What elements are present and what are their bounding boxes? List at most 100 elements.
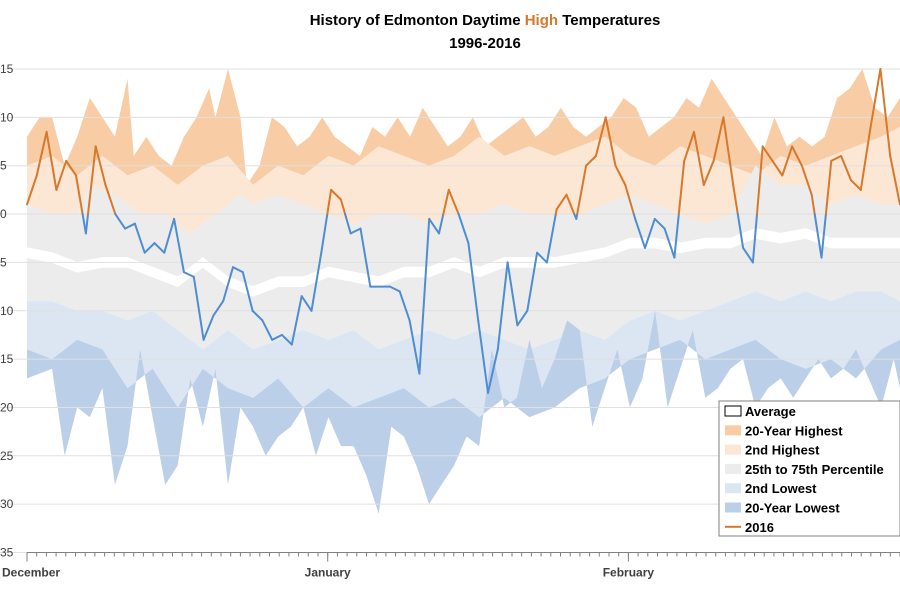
legend-label: 25th to 75th Percentile (745, 462, 884, 477)
line-2016-segment (677, 159, 686, 216)
line-2016-segment (408, 319, 421, 375)
title-highlight: High (525, 12, 558, 29)
line-2016-segment (644, 217, 656, 249)
temperature-bands (27, 69, 900, 514)
y-tick-label: 30 (0, 497, 14, 511)
line-2016-segment (261, 319, 274, 341)
line-2016-segment (800, 164, 813, 196)
legend-swatch (724, 405, 742, 417)
line-2016-segment (742, 246, 754, 264)
line-2016-segment (732, 184, 739, 216)
x-axis: December January February (2, 552, 900, 580)
y-axis: 15 10 5 0 5 10 15 20 25 30 35 (0, 62, 14, 560)
line-2016-segment (702, 159, 715, 186)
line-2016-segment (281, 333, 293, 346)
line-2016-segment (447, 188, 460, 216)
y-tick-label: 10 (0, 110, 14, 124)
line-2016-segment (330, 188, 342, 201)
line-2016-segment (202, 314, 215, 341)
legend-swatch (725, 463, 741, 474)
y-tick-label: 5 (0, 159, 7, 173)
line-2016-segment (693, 130, 705, 186)
line-2016-segment (114, 213, 127, 230)
line-2016-segment (467, 242, 480, 322)
band-2nd-highest (27, 127, 900, 234)
line-2016-segment (438, 213, 445, 235)
line-2016-segment (506, 261, 519, 327)
line-2016-segment (565, 193, 576, 216)
legend-swatch (725, 502, 741, 513)
line-2016-segment (791, 145, 803, 167)
line-2016-segment (477, 319, 489, 394)
line-2016-segment (133, 222, 146, 254)
line-2016-segment (487, 348, 499, 394)
line-2016-segment (349, 227, 362, 235)
line-2016-segment (398, 290, 411, 322)
title-prefix: History of Edmonton Daytime (310, 12, 525, 29)
line-2016-segment (55, 159, 68, 191)
line-2016-segment (594, 116, 607, 157)
band-25th-75th-percentile (27, 165, 900, 350)
line-2016-segment (84, 213, 89, 235)
line-2016-segment (104, 184, 117, 216)
line-2016-segment (869, 68, 882, 128)
legend: Average 20-Year Highest 2nd Highest 25th to… (718, 400, 900, 537)
line-2016-segment (604, 116, 617, 167)
line-2016-segment (576, 164, 588, 216)
line-2016-segment (771, 159, 784, 177)
line-2016-segment (359, 227, 372, 288)
line-2016-segment (388, 285, 401, 293)
line-2016-segment (241, 271, 254, 312)
legend-label: 2nd Lowest (745, 481, 817, 496)
line-2016-segment (781, 145, 794, 177)
line-2016-segment (232, 266, 244, 274)
legend-box (718, 400, 900, 537)
y-tick-label: 5 (0, 255, 7, 269)
line-2016-segment (326, 188, 333, 216)
line-2016-segment (824, 159, 833, 216)
line-2016-segment (634, 217, 646, 249)
series-lines (26, 68, 900, 394)
line-2016-segment (428, 217, 440, 235)
month-label: December (2, 566, 60, 580)
line-2016-segment (614, 164, 627, 186)
line-2016-segment (143, 242, 156, 254)
line-2016-segment (756, 145, 764, 216)
line-2016-segment (457, 213, 470, 245)
legend-label: Average (745, 404, 796, 419)
line-2016-segment (290, 295, 303, 346)
line-2016-segment (624, 184, 635, 216)
line-2016-segment (879, 68, 892, 157)
line-2016-segment (251, 309, 264, 322)
y-tick-label: 15 (0, 352, 14, 366)
line-2016-segment (94, 145, 107, 186)
line-2016-segment (889, 155, 900, 206)
band-2nd-lowest (27, 291, 900, 418)
line-2016-segment (310, 251, 323, 312)
line-2016-segment (516, 309, 529, 327)
chart-subtitle: 1996-2016 (449, 35, 521, 52)
y-tick-label: 15 (0, 62, 14, 76)
line-2016-segment (683, 130, 695, 162)
line-2016-segment (536, 251, 548, 264)
line-2016-segment (153, 242, 166, 254)
line-2016-segment (87, 145, 97, 216)
line-2016-segment (418, 217, 431, 375)
month-label: February (603, 566, 655, 580)
legend-swatch (725, 444, 741, 455)
chart-title: History of Edmonton Daytime High Tempera… (310, 12, 661, 29)
y-tick-label: 10 (0, 304, 14, 318)
line-2016-segment (163, 217, 176, 254)
line-2016-segment (339, 198, 347, 216)
line-2016-segment (859, 126, 872, 191)
line-2016-segment (722, 116, 735, 186)
line-2016-segment (673, 213, 680, 259)
line-2016-segment (442, 188, 450, 216)
line-2016-segment (344, 213, 352, 235)
line-2016-segment (45, 130, 58, 191)
line-2016-segment (555, 193, 568, 211)
legend-label: 2016 (745, 520, 774, 535)
line-2016-segment (26, 174, 38, 206)
y-tick-label: 0 (0, 207, 7, 221)
